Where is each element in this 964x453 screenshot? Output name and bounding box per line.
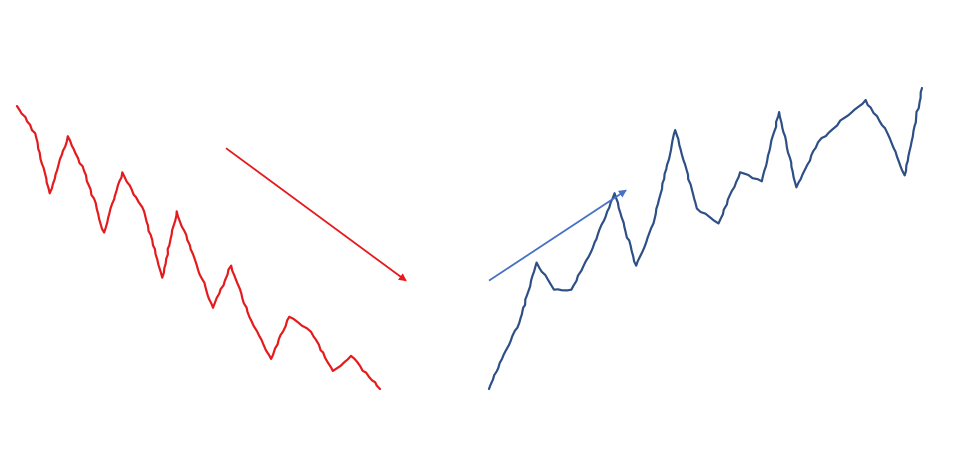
uptrend-arrow	[488, 189, 627, 282]
downtrend-arrow	[225, 147, 407, 282]
uptrend-chart	[487, 86, 924, 391]
uptrend-zigzag-line	[487, 86, 924, 391]
downtrend-chart	[15, 104, 407, 391]
downtrend-zigzag-line	[15, 104, 382, 391]
